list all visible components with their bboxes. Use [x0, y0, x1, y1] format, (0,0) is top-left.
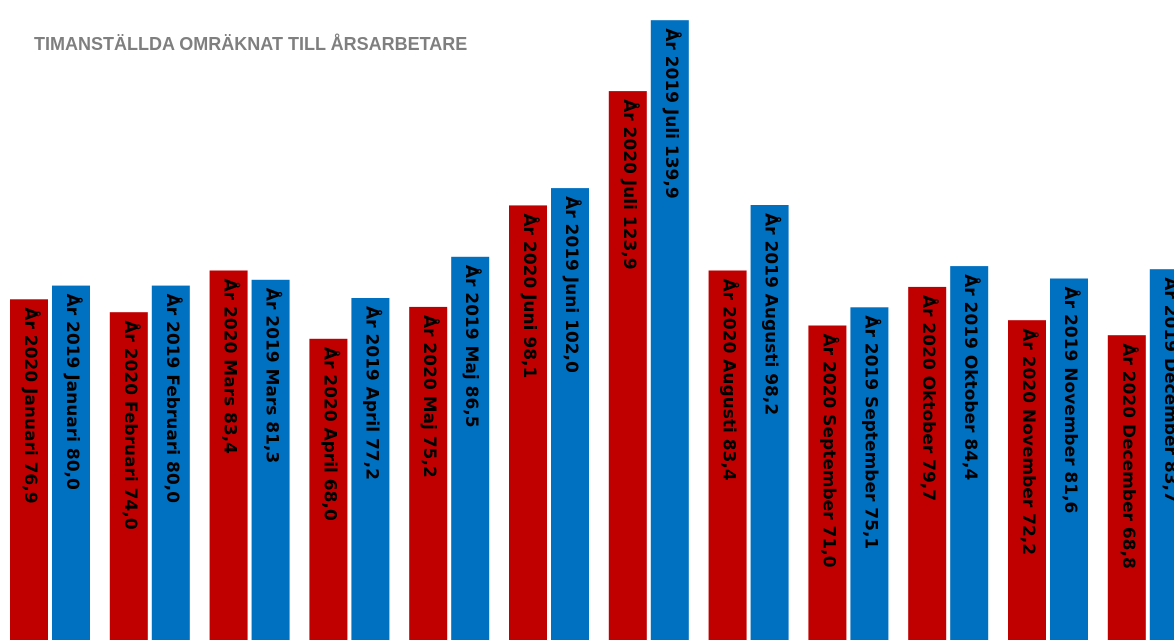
- bar-2020-november: [1008, 320, 1046, 640]
- bar-label-2019-september: År 2019 September 75,1: [860, 315, 883, 549]
- bar-2020-september: [808, 325, 847, 640]
- bar-label-2020-januari: År 2020 Januari 76,9: [20, 307, 43, 503]
- bar-label-2019-juni: År 2019 Juni 102,0: [561, 196, 584, 373]
- bar-2019-mars: [251, 279, 290, 640]
- bar-2020-februari: [109, 312, 148, 640]
- bar-2020-april: [309, 338, 348, 640]
- bar-label-2020-juni: År 2020 Juni 98,1: [519, 213, 542, 378]
- bar-label-2019-maj: År 2019 Maj 86,5: [461, 265, 484, 428]
- bar-label-2019-oktober: År 2019 Oktober 84,4: [960, 274, 983, 480]
- bar-label-2019-november: År 2019 November 81,6: [1060, 287, 1083, 514]
- bar-2020-juni: [509, 205, 547, 640]
- bar-label-2019-augusti: År 2019 Augusti 98,2: [761, 213, 784, 415]
- bars-group: År 2020 Januari 76,9 År 2019 Januari 80,0…: [10, 20, 1174, 640]
- bar-label-2019-januari: År 2019 Januari 80,0: [62, 294, 85, 490]
- bar-label-2019-december: År 2019 December 83,7: [1160, 277, 1174, 503]
- bar-label-2019-mars: År 2019 Mars 81,3: [262, 288, 285, 463]
- bar-2019-maj: [451, 256, 490, 640]
- chart-title: TIMANSTÄLLDA OMRÄKNAT TILL ÅRSARBETARE: [34, 34, 467, 54]
- bar-2019-januari: [52, 285, 90, 640]
- bar-label-2020-augusti: År 2020 Augusti 83,4: [719, 279, 742, 481]
- bar-2020-december: [1107, 335, 1146, 640]
- bar-label-2020-maj: År 2020 Maj 75,2: [419, 315, 442, 478]
- bar-label-2020-december: År 2020 December 68,8: [1118, 343, 1141, 569]
- bar-label-2020-oktober: År 2020 Oktober 79,7: [918, 295, 941, 501]
- bar-label-2020-april: År 2020 April 68,0: [319, 347, 342, 521]
- bar-2019-februari: [151, 285, 190, 640]
- bar-2020-mars: [209, 270, 248, 640]
- bar-2019-november: [1050, 278, 1088, 640]
- bar-label-2020-juli: År 2020 Juli 123,9: [619, 99, 642, 269]
- bar-label-2020-september: År 2020 September 71,0: [818, 334, 841, 568]
- bar-2019-juni: [551, 188, 589, 640]
- bar-2020-augusti: [708, 270, 747, 640]
- bar-2020-juli: [608, 91, 647, 640]
- bar-label-2019-juli: År 2019 Juli 139,9: [661, 28, 684, 198]
- bar-label-2020-mars: År 2020 Mars 83,4: [220, 279, 243, 455]
- bar-2020-maj: [409, 306, 448, 640]
- bar-label-2020-november: År 2020 November 72,2: [1018, 328, 1041, 555]
- bar-2019-april: [351, 298, 390, 640]
- bar-2019-oktober: [950, 266, 989, 640]
- bar-2020-oktober: [908, 286, 947, 640]
- bar-label-2020-februari: År 2020 Februari 74,0: [120, 320, 143, 530]
- bar-2019-juli: [650, 20, 689, 640]
- bar-label-2019-april: År 2019 April 77,2: [361, 306, 384, 480]
- bar-2019-september: [850, 307, 889, 640]
- bar-2019-augusti: [750, 205, 789, 640]
- bar-2019-december: [1149, 269, 1174, 640]
- bar-label-2019-februari: År 2019 Februari 80,0: [162, 294, 185, 504]
- bar-2020-januari: [10, 299, 48, 640]
